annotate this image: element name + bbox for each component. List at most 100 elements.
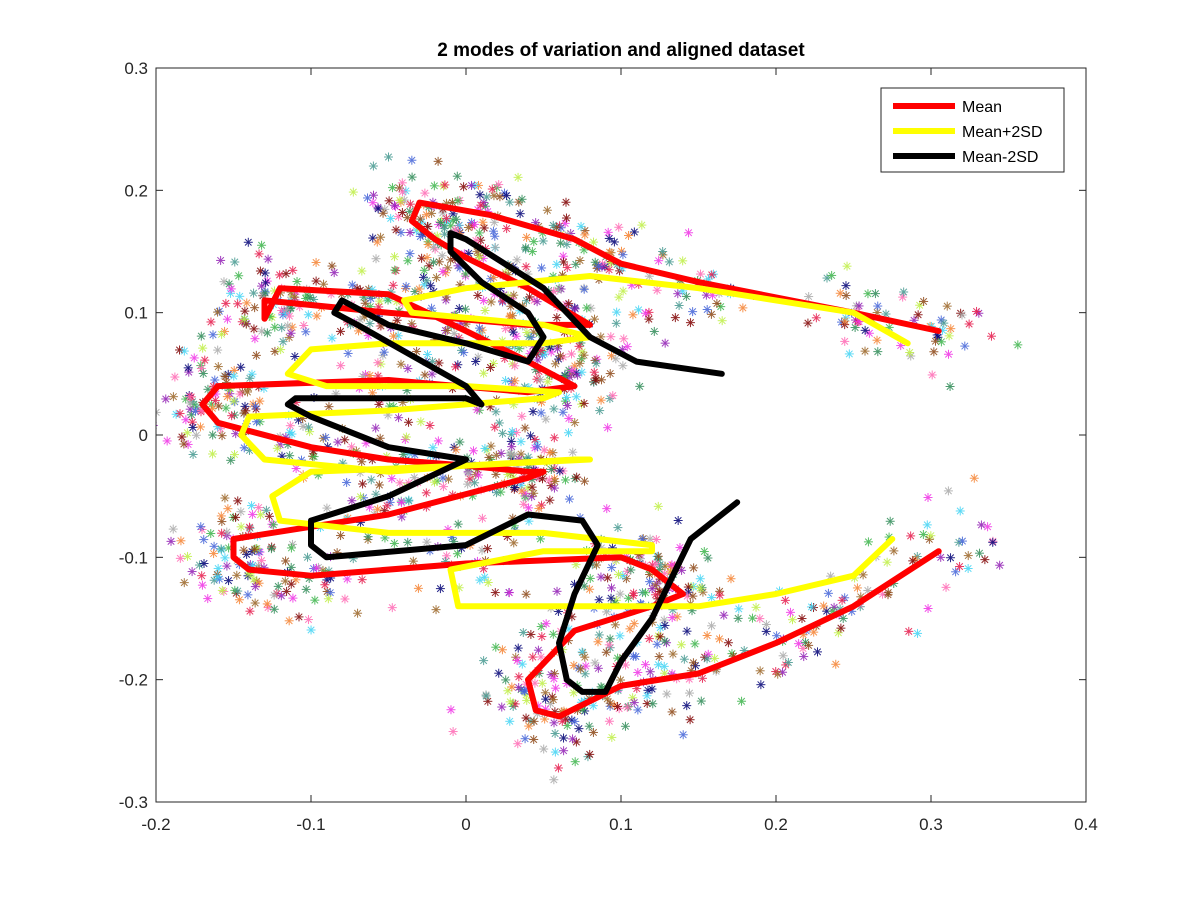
data-point	[487, 297, 496, 306]
data-point	[491, 588, 500, 597]
data-point	[233, 587, 242, 596]
y-tick-label: 0.3	[124, 59, 148, 78]
data-point	[373, 358, 382, 367]
data-point	[564, 299, 573, 308]
data-point	[586, 574, 595, 583]
data-point	[235, 390, 244, 399]
data-point	[641, 588, 650, 597]
data-point	[402, 282, 411, 291]
data-point	[240, 315, 249, 324]
data-point	[550, 477, 559, 486]
data-point	[964, 564, 973, 573]
data-point	[613, 523, 622, 532]
data-point	[322, 504, 331, 513]
data-point	[388, 603, 397, 612]
data-point	[490, 423, 499, 432]
data-point	[224, 576, 233, 585]
data-point	[595, 406, 604, 415]
data-point	[491, 243, 500, 252]
data-point	[304, 310, 313, 319]
data-point	[703, 654, 712, 663]
data-point	[476, 201, 485, 210]
y-tick-label: 0.1	[124, 304, 148, 323]
data-point	[372, 254, 381, 263]
data-point	[919, 297, 928, 306]
data-point	[565, 495, 574, 504]
data-point	[387, 474, 396, 483]
data-point	[279, 337, 288, 346]
data-point	[819, 602, 828, 611]
data-point	[483, 544, 492, 553]
x-tick-label: 0	[461, 815, 470, 834]
data-point	[552, 313, 561, 322]
data-point	[220, 553, 229, 562]
data-point	[773, 670, 782, 679]
data-point	[668, 707, 677, 716]
data-point	[505, 449, 514, 458]
data-point	[551, 684, 560, 693]
data-point	[257, 327, 266, 336]
data-point	[623, 703, 632, 712]
data-point	[514, 672, 523, 681]
data-point	[390, 539, 399, 548]
data-point	[748, 614, 757, 623]
data-point	[987, 332, 996, 341]
data-point	[249, 289, 258, 298]
data-point	[422, 488, 431, 497]
data-point	[240, 307, 249, 316]
data-point	[479, 369, 488, 378]
data-point	[919, 530, 928, 539]
data-point	[871, 289, 880, 298]
data-point	[519, 500, 528, 509]
data-point	[592, 561, 601, 570]
data-point	[937, 337, 946, 346]
data-point	[453, 549, 462, 558]
data-point	[958, 537, 967, 546]
data-point	[597, 396, 606, 405]
data-point	[559, 734, 568, 743]
data-point	[616, 590, 625, 599]
data-point	[481, 306, 490, 315]
data-point	[216, 256, 225, 265]
data-point	[680, 655, 689, 664]
data-point	[788, 615, 797, 624]
data-point	[256, 510, 265, 519]
data-point	[469, 446, 478, 455]
data-point	[677, 640, 686, 649]
data-point	[473, 291, 482, 300]
data-point	[545, 496, 554, 505]
data-point	[942, 583, 951, 592]
data-point	[507, 442, 516, 451]
data-point	[245, 523, 254, 532]
data-point	[580, 477, 589, 486]
data-point	[380, 348, 389, 357]
data-point	[190, 353, 199, 362]
data-point	[951, 567, 960, 576]
data-point	[593, 637, 602, 646]
data-point	[434, 157, 443, 166]
data-point	[251, 599, 260, 608]
data-point	[425, 421, 434, 430]
data-point	[501, 376, 510, 385]
data-point	[265, 512, 274, 521]
data-point	[635, 382, 644, 391]
data-point	[654, 256, 663, 265]
data-point	[429, 258, 438, 267]
data-point	[196, 422, 205, 431]
data-point	[629, 591, 638, 600]
data-point	[576, 256, 585, 265]
data-point	[188, 423, 197, 432]
data-point	[752, 603, 761, 612]
data-point	[227, 411, 236, 420]
data-point	[946, 553, 955, 562]
data-point	[564, 414, 573, 423]
data-point	[396, 360, 405, 369]
data-point	[519, 628, 528, 637]
data-point	[242, 298, 251, 307]
data-point	[304, 615, 313, 624]
data-point	[618, 250, 627, 259]
data-point	[198, 581, 207, 590]
data-point	[336, 327, 345, 336]
data-point	[517, 437, 526, 446]
data-point	[613, 702, 622, 711]
